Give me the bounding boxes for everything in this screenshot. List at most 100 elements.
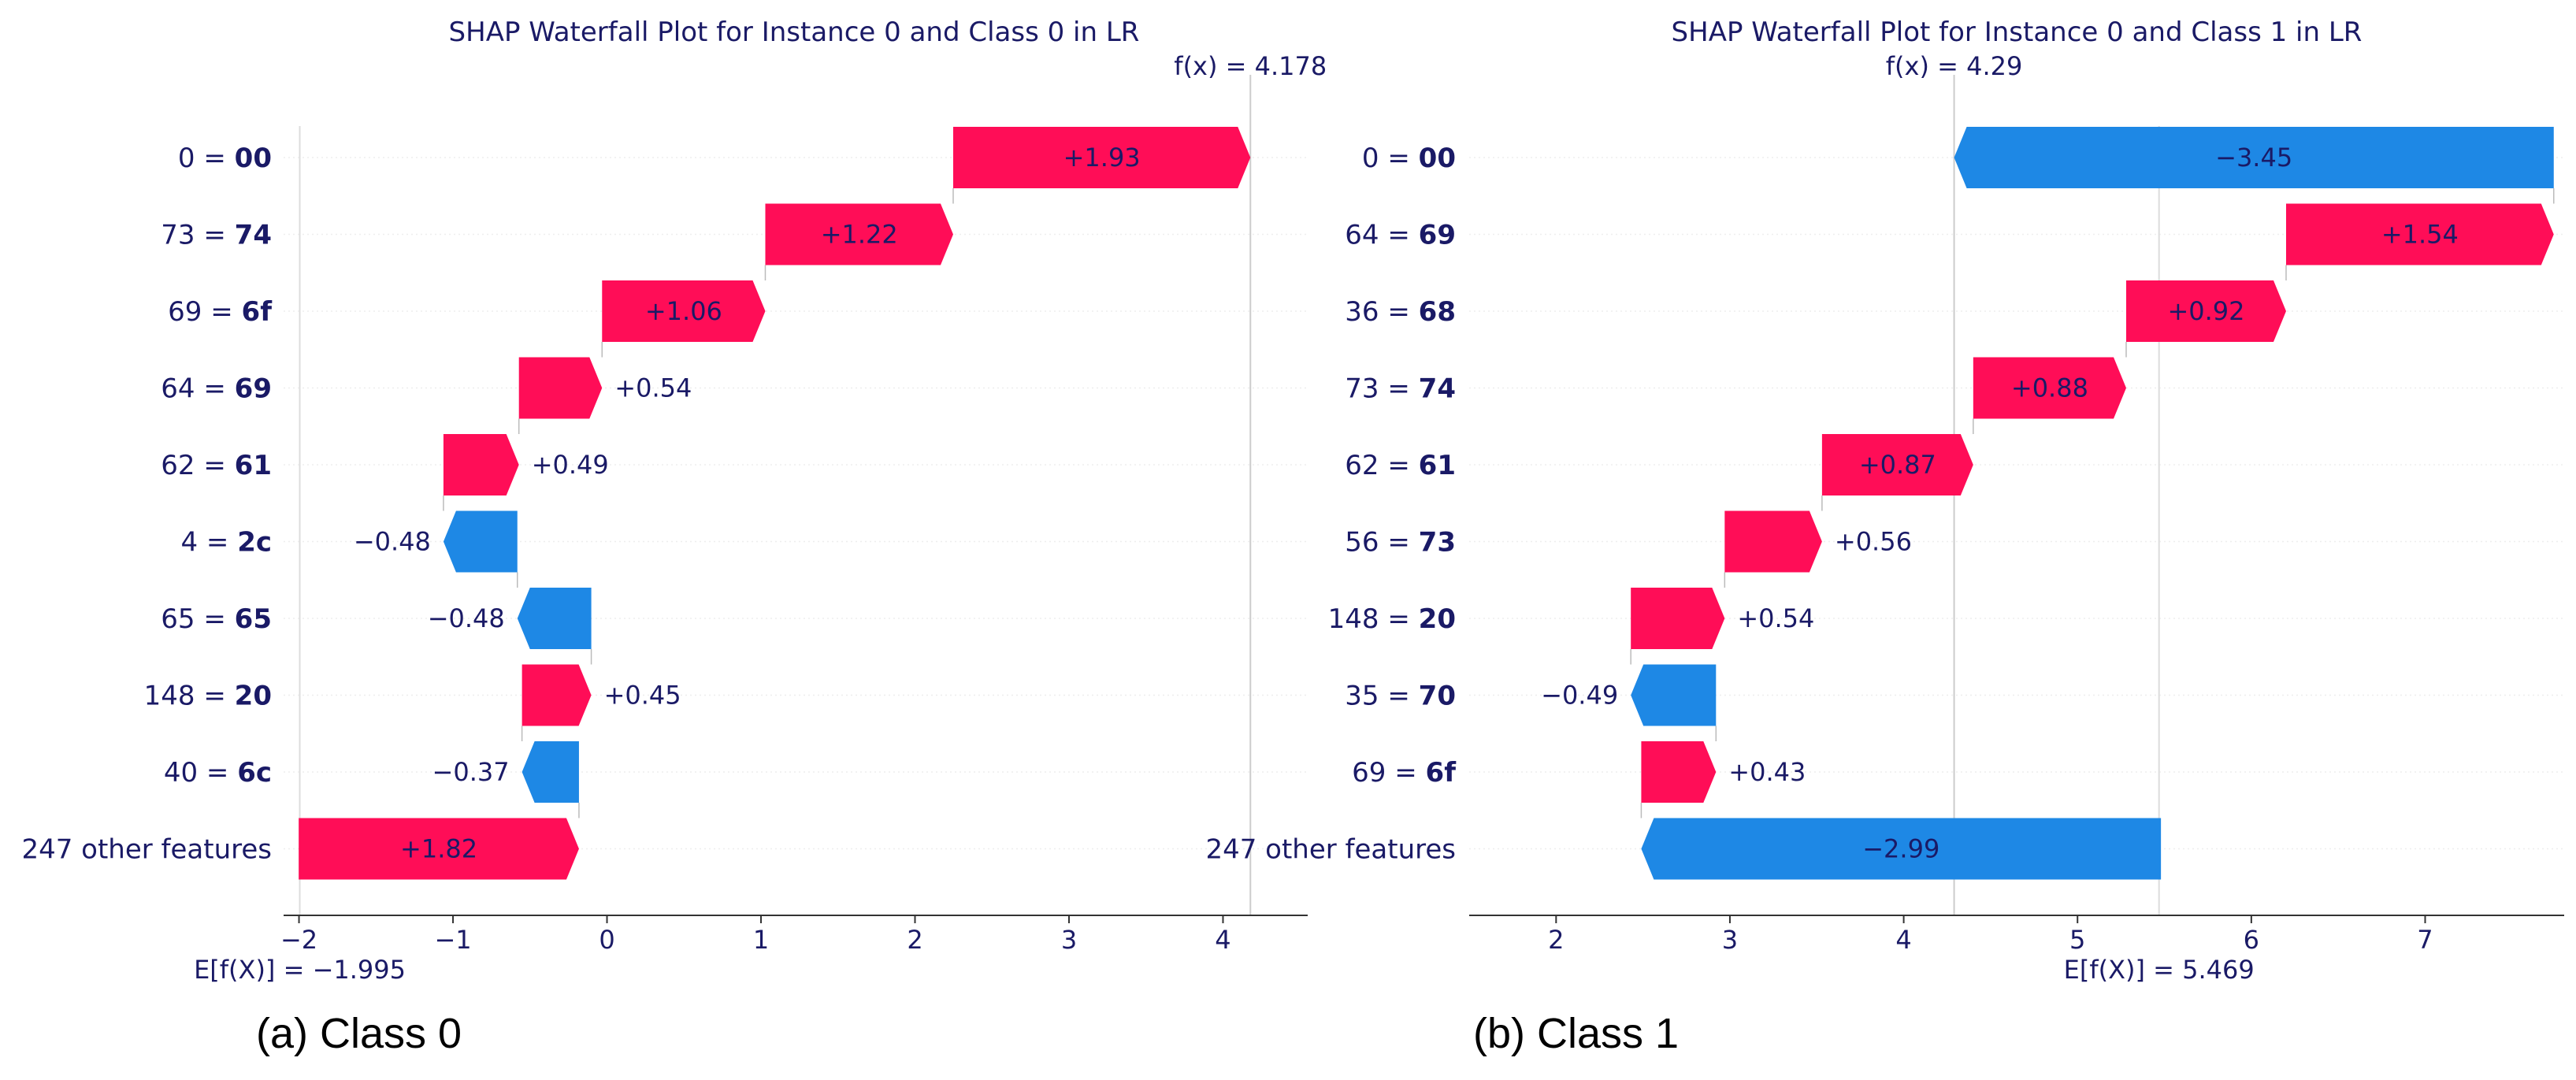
feature-equals: =: [202, 296, 241, 328]
x-tick-label: −1: [434, 925, 471, 955]
bar-value-label: +0.92: [2167, 296, 2244, 326]
feature-label: 0 = 00: [1362, 143, 1456, 174]
fx-label: f(x) = 4.29: [1886, 51, 2023, 81]
x-tick-label: 3: [1061, 925, 1077, 955]
bar-value-label: −0.48: [428, 603, 505, 633]
bar-value-label: +0.54: [614, 373, 692, 403]
bar-value-label: +0.45: [604, 681, 681, 711]
feature-equals: =: [198, 757, 237, 789]
feature-equals: =: [1379, 603, 1419, 635]
bar-value-label: +1.82: [400, 834, 477, 864]
feature-equals: =: [1379, 296, 1419, 328]
feature-name: 35: [1345, 681, 1379, 712]
feature-value: 20: [1419, 603, 1456, 635]
fx-label: f(x) = 4.178: [1174, 51, 1327, 81]
feature-label: 4 = 2c: [180, 527, 272, 559]
waterfall-bar: [602, 280, 766, 342]
feature-name: 40: [164, 757, 198, 789]
feature-name: 148: [144, 681, 195, 712]
x-tick-label: 2: [907, 925, 922, 955]
waterfall-bar: [765, 203, 953, 265]
feature-value: 65: [235, 603, 272, 635]
feature-label: 36 = 68: [1345, 296, 1456, 328]
feature-label: 73 = 74: [1345, 373, 1456, 405]
waterfall-bar: [1973, 357, 2126, 419]
feature-name: 148: [1328, 603, 1379, 635]
bar-value-label: +0.43: [1728, 757, 1806, 787]
feature-equals: =: [198, 527, 237, 559]
feature-value: 74: [1419, 373, 1456, 405]
feature-equals: =: [195, 603, 235, 635]
waterfall-bar: [522, 741, 579, 803]
x-tick-label: 1: [753, 925, 769, 955]
bar-value-label: −0.37: [432, 757, 510, 787]
feature-name: 247 other features: [1205, 834, 1456, 866]
feature-name: 36: [1345, 296, 1379, 328]
feature-equals: =: [195, 220, 235, 251]
x-tick-label: 4: [1895, 925, 1911, 955]
waterfall-bar: [299, 818, 579, 880]
panel-caption: (b) Class 1: [1473, 1010, 1679, 1057]
feature-equals: =: [1379, 373, 1419, 405]
feature-value: 68: [1419, 296, 1456, 328]
waterfall-bar: [2285, 203, 2554, 265]
waterfall-bar: [1631, 588, 1725, 649]
bar-value-label: +0.56: [1835, 527, 1912, 557]
bar-value-label: +1.93: [1063, 143, 1141, 173]
x-tick-label: 3: [1722, 925, 1738, 955]
feature-label: 148 = 20: [144, 681, 272, 712]
feature-label: 247 other features: [1205, 834, 1456, 866]
bar-value-label: +0.87: [1859, 450, 1936, 480]
feature-value: 70: [1419, 681, 1456, 712]
feature-label: 65 = 65: [161, 603, 272, 635]
feature-equals: =: [195, 143, 235, 174]
feature-value: 74: [235, 220, 272, 251]
bar-value-label: +0.54: [1737, 603, 1814, 633]
waterfall-bar: [1641, 818, 2162, 880]
feature-name: 62: [161, 450, 195, 481]
feature-equals: =: [195, 373, 235, 405]
x-tick-label: 5: [2069, 925, 2085, 955]
chart-title: SHAP Waterfall Plot for Instance 0 and C…: [1672, 17, 2363, 48]
feature-name: 62: [1345, 450, 1379, 481]
feature-equals: =: [1379, 681, 1419, 712]
bar-value-label: −0.49: [1541, 681, 1618, 711]
feature-label: 64 = 69: [161, 373, 272, 405]
feature-label: 148 = 20: [1328, 603, 1456, 635]
feature-label: 73 = 74: [161, 220, 272, 251]
feature-value: 6f: [1426, 757, 1457, 789]
feature-value: 00: [235, 143, 272, 174]
panel-caption: (a) Class 0: [256, 1010, 462, 1057]
waterfall-bar: [522, 664, 592, 726]
feature-label: 0 = 00: [178, 143, 272, 174]
waterfall-bar: [1821, 434, 1973, 495]
feature-value: 6c: [237, 757, 272, 789]
feature-name: 73: [1345, 373, 1379, 405]
x-tick-label: 7: [2417, 925, 2433, 955]
feature-equals: =: [1379, 220, 1419, 251]
feature-name: 73: [161, 220, 195, 251]
x-tick-label: 4: [1215, 925, 1230, 955]
x-tick-label: −2: [280, 925, 317, 955]
feature-equals: =: [195, 681, 235, 712]
waterfall-panel-class-0: SHAP Waterfall Plot for Instance 0 and C…: [21, 17, 1327, 1057]
feature-label: 69 = 6f: [168, 296, 273, 328]
x-tick-label: 2: [1548, 925, 1564, 955]
feature-value: 2c: [237, 527, 272, 559]
waterfall-bar: [517, 588, 592, 649]
waterfall-panel-class-1: SHAP Waterfall Plot for Instance 0 and C…: [1205, 17, 2564, 1057]
feature-equals: =: [1379, 527, 1419, 559]
x-tick-label: 0: [599, 925, 614, 955]
feature-name: 64: [1345, 220, 1379, 251]
feature-value: 73: [1419, 527, 1456, 559]
bar-value-label: +1.54: [2381, 220, 2459, 250]
waterfall-bar: [1954, 127, 2554, 188]
feature-value: 00: [1419, 143, 1456, 174]
bar-value-label: −3.45: [2215, 143, 2292, 173]
feature-name: 0: [1362, 143, 1379, 174]
feature-name: 56: [1345, 527, 1379, 559]
bar-value-label: −2.99: [1862, 834, 1939, 864]
feature-equals: =: [195, 450, 235, 481]
waterfall-bar: [443, 434, 519, 495]
